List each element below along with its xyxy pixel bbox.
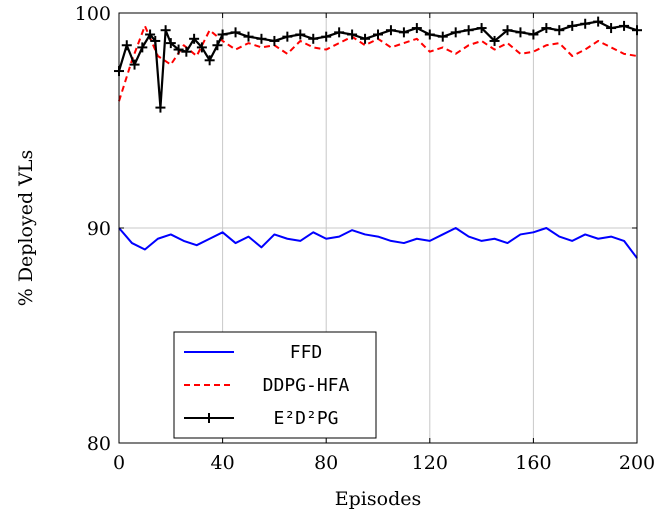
data-point-marker — [398, 27, 409, 38]
series-0 — [118, 227, 638, 259]
data-point-marker — [204, 55, 215, 66]
x-tick-label: 200 — [619, 452, 655, 474]
data-point-marker — [437, 31, 448, 42]
data-point-marker — [121, 40, 132, 51]
data-point-marker — [137, 42, 148, 53]
data-point-marker — [580, 18, 591, 29]
data-point-marker — [181, 46, 192, 57]
legend-entry: DDPG-HFA — [184, 375, 350, 396]
data-point-marker — [593, 16, 604, 27]
data-point-marker — [347, 29, 358, 40]
data-point-marker — [360, 33, 371, 44]
series-layer — [114, 16, 642, 259]
data-point-marker — [160, 25, 171, 36]
data-point-marker — [308, 33, 319, 44]
data-point-marker — [282, 31, 293, 42]
legend-entry: FFD — [184, 342, 322, 363]
data-point-marker — [554, 25, 565, 36]
data-point-marker — [129, 59, 140, 70]
data-point-marker — [155, 102, 166, 113]
legend: FFD DDPG-HFA E²D²PG — [173, 331, 377, 439]
data-point-marker — [243, 31, 254, 42]
series-2 — [114, 16, 642, 113]
legend-entries: FFD DDPG-HFA E²D²PG — [184, 342, 350, 429]
x-tick-label: 0 — [113, 452, 125, 474]
ticks: 0 40 80 120 160 200 80 90 100 — [75, 3, 655, 474]
data-point-marker — [373, 29, 383, 40]
data-point-marker — [165, 38, 176, 49]
legend-label: FFD — [290, 342, 323, 363]
data-point-marker — [411, 23, 422, 34]
data-point-marker — [528, 29, 539, 40]
x-axis-label: Episodes — [335, 488, 421, 510]
data-point-marker — [476, 23, 487, 34]
data-point-marker — [463, 25, 474, 36]
data-point-marker — [256, 33, 267, 44]
data-point-marker — [515, 27, 526, 38]
data-point-marker — [334, 27, 345, 38]
data-point-marker — [295, 29, 306, 40]
data-point-marker — [150, 35, 161, 46]
y-tick-label: 100 — [75, 3, 111, 25]
data-point-marker — [217, 29, 228, 40]
data-point-marker — [196, 42, 207, 53]
x-tick-label: 80 — [314, 452, 338, 474]
series-line — [118, 227, 638, 259]
data-point-marker — [230, 27, 241, 38]
data-point-marker — [173, 44, 184, 55]
x-tick-label: 40 — [211, 452, 235, 474]
x-tick-label: 120 — [412, 452, 448, 474]
legend-label: E²D²PG — [273, 408, 338, 429]
data-point-marker — [385, 25, 396, 36]
legend-entry: E²D²PG — [184, 408, 339, 429]
data-point-marker — [424, 29, 435, 40]
data-point-marker — [321, 31, 332, 42]
y-axis-label: % Deployed VLs — [15, 150, 37, 307]
data-point-marker — [145, 29, 156, 40]
data-point-marker — [269, 35, 280, 46]
data-point-marker — [606, 23, 617, 34]
data-point-marker — [567, 20, 578, 31]
data-point-marker — [212, 40, 223, 51]
data-point-marker — [502, 25, 513, 36]
data-point-marker — [189, 33, 200, 44]
data-point-marker — [619, 20, 630, 31]
data-point-marker — [489, 35, 500, 46]
data-point-marker — [541, 23, 552, 34]
legend-label: DDPG-HFA — [263, 375, 350, 396]
x-tick-label: 160 — [515, 452, 551, 474]
y-tick-label: 80 — [87, 433, 111, 455]
data-point-marker — [450, 27, 461, 38]
y-tick-label: 90 — [87, 218, 111, 240]
